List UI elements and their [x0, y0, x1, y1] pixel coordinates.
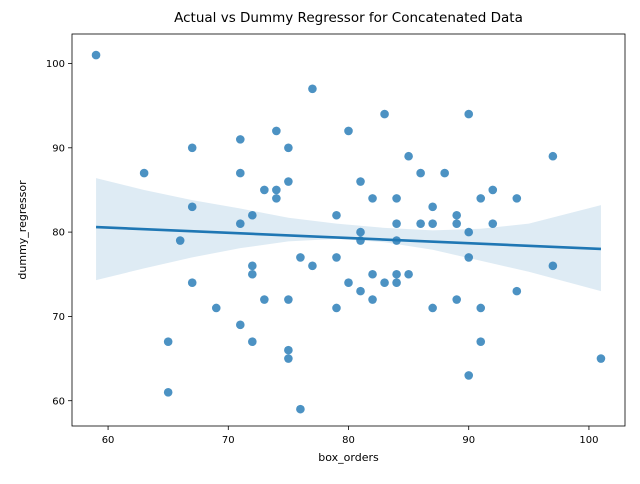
x-tick-label: 60 — [102, 435, 115, 446]
y-axis-label: dummy_regressor — [16, 180, 29, 280]
scatter-point — [187, 143, 197, 153]
scatter-point — [440, 168, 449, 178]
scatter-point — [464, 253, 474, 262]
scatter-point — [236, 219, 245, 228]
scatter-point — [332, 210, 341, 220]
scatter-point — [272, 194, 281, 203]
scatter-point — [380, 278, 389, 287]
confidence-band — [96, 178, 601, 292]
scatter-point — [187, 202, 197, 212]
chart-title: Actual vs Dummy Regressor for Concatenat… — [174, 10, 523, 26]
scatter-point — [91, 50, 101, 60]
y-tick-label: 100 — [46, 59, 65, 70]
x-tick-label: 70 — [222, 435, 235, 446]
scatter-point — [356, 177, 365, 186]
scatter-point — [284, 345, 293, 355]
scatter-point — [163, 337, 173, 346]
scatter-point — [296, 404, 305, 414]
scatter-point — [272, 185, 281, 195]
y-tick-label: 90 — [52, 143, 65, 154]
scatter-point — [476, 194, 486, 203]
scatter-point — [548, 261, 558, 271]
scatter-point — [368, 269, 377, 279]
scatter-point — [187, 278, 197, 287]
scatter-point — [236, 135, 245, 144]
y-tick-label: 70 — [52, 312, 65, 323]
scatter-point — [392, 219, 401, 228]
y-axis-ticks: 60 70 80 90 100 — [46, 59, 72, 407]
scatter-point — [175, 236, 185, 245]
scatter-point — [452, 219, 461, 228]
scatter-point — [392, 278, 401, 287]
scatter-point — [332, 253, 341, 262]
scatter-point — [404, 269, 413, 279]
regression-line-layer — [95, 225, 602, 251]
scatter-point — [488, 219, 498, 228]
scatter-points-layer — [91, 50, 606, 414]
scatter-point — [284, 143, 293, 153]
scatter-point — [296, 253, 305, 262]
scatter-point — [248, 269, 257, 279]
scatter-point — [356, 227, 365, 237]
scatter-point — [404, 151, 413, 161]
scatter-point — [284, 295, 293, 304]
scatter-point — [392, 269, 401, 279]
scatter-point — [284, 354, 293, 363]
x-tick-label: 90 — [462, 435, 475, 446]
scatter-point — [452, 210, 461, 220]
x-tick-label: 80 — [342, 435, 355, 446]
x-tick-label: 100 — [579, 435, 598, 446]
x-axis-label: box_orders — [318, 451, 379, 464]
scatter-point — [392, 194, 401, 203]
scatter-point — [248, 210, 257, 220]
scatter-point — [596, 354, 606, 363]
scatter-point — [248, 261, 257, 271]
scatter-point — [332, 303, 341, 313]
y-tick-label: 60 — [52, 396, 65, 407]
scatter-point — [368, 295, 377, 304]
scatter-point — [163, 387, 173, 397]
scatter-point — [488, 185, 498, 195]
scatter-point — [368, 194, 377, 203]
scatter-point — [308, 261, 317, 271]
scatter-point — [452, 295, 461, 304]
scatter-point — [464, 109, 474, 119]
scatter-point — [548, 151, 558, 161]
scatter-point — [272, 126, 281, 136]
scatter-point — [464, 371, 474, 380]
scatter-point — [236, 320, 245, 330]
confidence-band-layer — [96, 178, 601, 292]
scatter-point — [260, 295, 269, 304]
scatter-point — [380, 109, 389, 119]
scatter-point — [308, 84, 317, 94]
scatter-point — [416, 219, 425, 228]
scatter-point — [260, 185, 269, 195]
scatter-point — [211, 303, 221, 313]
scatter-point — [428, 303, 437, 313]
scatter-point — [344, 126, 353, 136]
x-axis-ticks: 60 70 80 90 100 — [102, 426, 598, 446]
scatter-point — [476, 337, 486, 346]
scatter-point — [139, 168, 149, 178]
scatter-point — [344, 278, 353, 287]
scatter-point — [512, 194, 522, 203]
scatter-point — [248, 337, 257, 346]
scatter-point — [476, 303, 486, 313]
scatter-point — [356, 286, 365, 296]
scatter-point — [236, 168, 245, 178]
scatter-point — [428, 202, 437, 212]
scatter-point — [284, 177, 293, 186]
regression-line — [95, 225, 602, 251]
y-tick-label: 80 — [52, 228, 65, 239]
scatter-point — [416, 168, 425, 178]
scatter-point — [512, 286, 522, 296]
scatter-point — [464, 227, 474, 237]
scatter-point — [428, 219, 437, 228]
